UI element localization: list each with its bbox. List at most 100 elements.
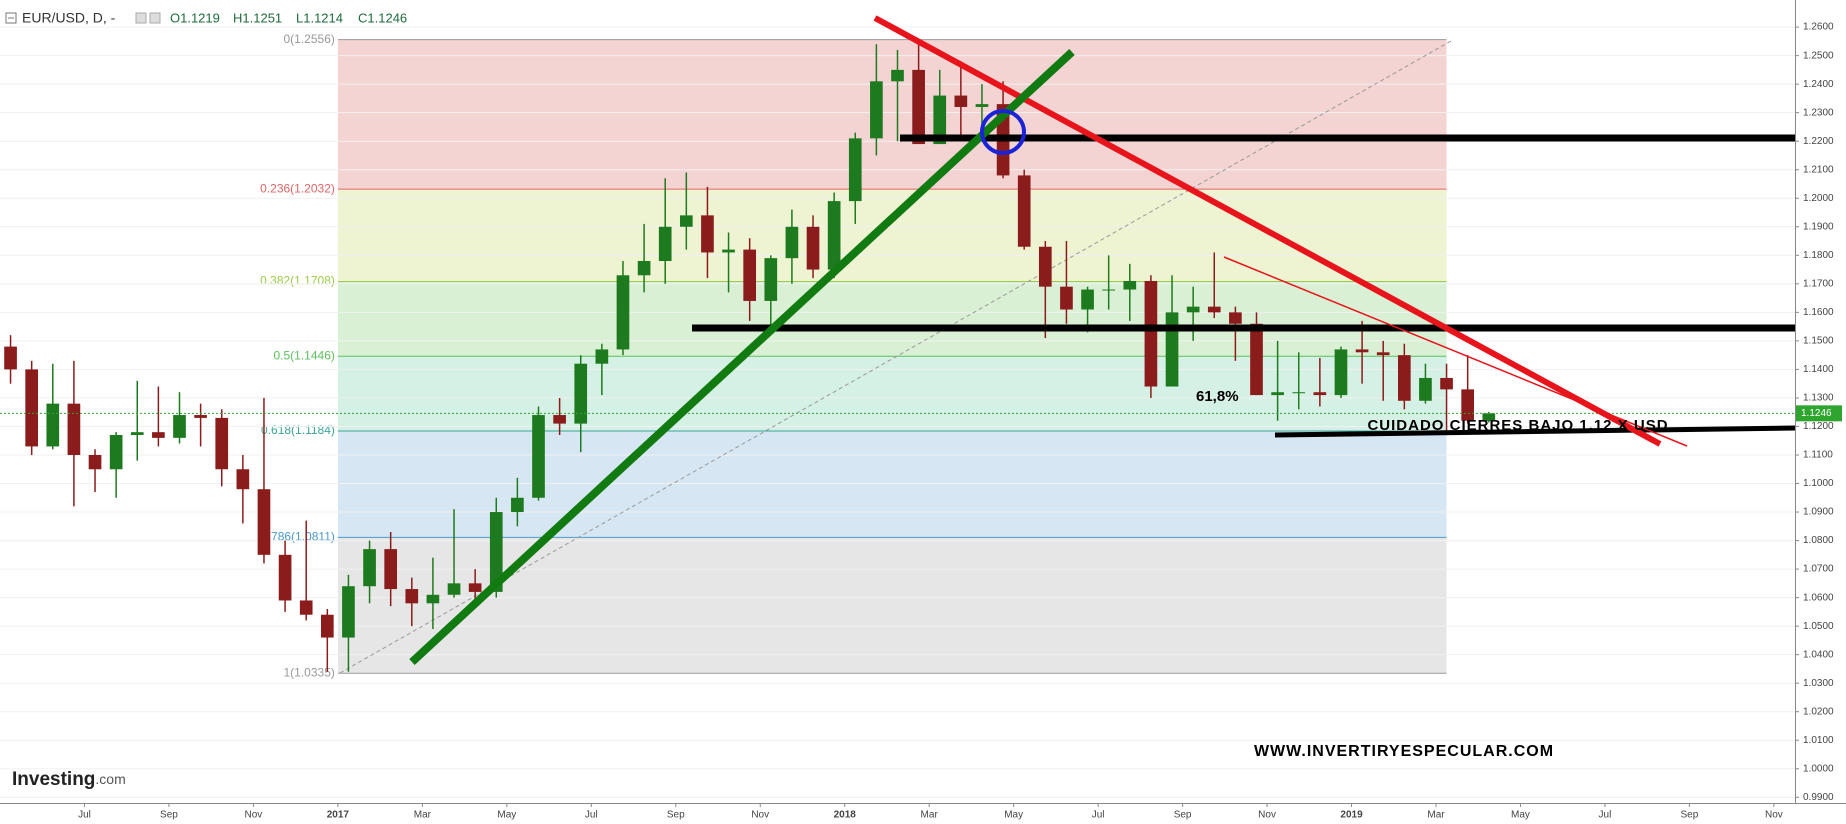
settings-icon[interactable]: [135, 12, 147, 24]
candle-body: [679, 215, 693, 227]
fib-zone: [337, 189, 1447, 282]
x-tick-label: Sep: [667, 810, 685, 821]
x-tick-label: Mar: [414, 810, 432, 821]
ohlc-high: H1.1251: [233, 10, 282, 25]
candle-body: [806, 226, 820, 270]
x-tick-label: Nov: [1258, 810, 1276, 821]
candle-body: [1038, 246, 1052, 287]
fib-label: 0.5(1.1446): [273, 348, 334, 362]
x-tick-label: Jul: [1599, 810, 1612, 821]
settings-icon[interactable]: [149, 12, 161, 24]
x-tick-label: Mar: [1427, 810, 1445, 821]
candle-body: [320, 614, 334, 638]
y-tick-label: 1.0100: [1803, 735, 1834, 746]
y-tick-label: 1.2000: [1803, 193, 1834, 204]
candles: [0, 41, 1795, 672]
fib-zones: 0(1.2556) 0.236(1.2032) 0.382(1.1708) 0.5(1…: [260, 32, 1447, 679]
trend-line: [1223, 256, 1688, 447]
fib-zone: [337, 537, 1447, 674]
last-price-tag: [1796, 405, 1842, 422]
fib-label: 0.236(1.2032): [260, 181, 335, 195]
y-tick-label: 1.2300: [1803, 107, 1834, 118]
candle-body: [891, 69, 904, 82]
x-tick-label: 2017: [327, 810, 350, 821]
y-tick-label: 1.1400: [1803, 364, 1834, 375]
y-tick-label: 1.1800: [1803, 250, 1834, 261]
candle-body: [1313, 392, 1327, 396]
last-price-label: 1.1246: [1801, 408, 1832, 419]
chart-title: EUR/USD, D, -: [22, 10, 116, 26]
candle-body: [870, 81, 883, 139]
candle-body: [88, 454, 102, 470]
candle-body: [722, 249, 735, 253]
candle-body: [975, 104, 989, 107]
fib-zone: [337, 431, 1447, 538]
candle-body: [236, 469, 250, 490]
header: EUR/USD, D, - O1.1219 H1.1251 L1.1214 C1…: [5, 10, 407, 26]
x-tick-label: Jul: [78, 810, 91, 821]
trend-line: [409, 49, 1075, 665]
x-tick-label: Nov: [751, 810, 769, 821]
candle-body: [384, 549, 398, 590]
y-tick-label: 1.2200: [1803, 136, 1834, 147]
logo: Investing.com: [12, 769, 126, 790]
candle-body: [468, 583, 482, 592]
x-tick-label: 2019: [1340, 810, 1363, 821]
y-tick-label: 1.0400: [1803, 649, 1834, 660]
candle-body: [637, 261, 651, 276]
annotation: 61,8%: [1196, 388, 1239, 405]
candle-body: [1017, 175, 1031, 247]
collapse-icon[interactable]: [5, 12, 17, 24]
ohlc-open: O1.1219: [170, 10, 220, 25]
candle-body: [1376, 352, 1390, 356]
candle-body: [1292, 392, 1306, 394]
candle-body: [954, 95, 968, 107]
fib-label: 0(1.2556): [284, 32, 335, 46]
candle-body: [215, 417, 229, 470]
y-tick-label: 1.2500: [1803, 50, 1834, 61]
candle-body: [1060, 286, 1073, 310]
candle-body: [511, 497, 524, 513]
x-tick-label: Sep: [160, 810, 178, 821]
candle-body: [299, 600, 313, 615]
x-tick-label: May: [1511, 810, 1530, 821]
candle-body: [1397, 355, 1411, 401]
x-tick-label: Jul: [585, 810, 598, 821]
candle-body: [1165, 312, 1179, 387]
candle-body: [1102, 289, 1116, 291]
candle-body: [912, 69, 925, 145]
x-tick-label: Sep: [1681, 810, 1699, 821]
fib-label: 0.786(1.0811): [261, 530, 335, 544]
candle-body: [426, 594, 440, 604]
y-tick-label: 1.1000: [1803, 478, 1834, 489]
candle-body: [1482, 413, 1496, 422]
candle-body: [743, 249, 757, 301]
candle-body: [1123, 280, 1137, 290]
y-tick-label: 1.1100: [1803, 450, 1833, 461]
logo-text: Investing: [12, 769, 95, 790]
candle-body: [1419, 377, 1432, 401]
x-tick-label: 2018: [834, 810, 857, 821]
y-tick-label: 1.0500: [1803, 621, 1834, 632]
candle-body: [1144, 280, 1158, 387]
candle-body: [785, 226, 799, 259]
y-tick-label: 1.2100: [1803, 164, 1834, 175]
y-tick-label: 1.0900: [1803, 507, 1834, 518]
x-tick-label: May: [1004, 810, 1023, 821]
candle-body: [658, 226, 672, 262]
ohlc-close: C1.1246: [358, 10, 407, 25]
candle-body: [342, 586, 355, 638]
candle-body: [46, 403, 60, 447]
highlight-circle: [980, 109, 1026, 155]
annotation: CUIDADO CIERRES BAJO 1.12 X USD: [1367, 417, 1668, 434]
candle-body: [489, 512, 503, 592]
y-tick-label: 1.1500: [1803, 336, 1834, 347]
fib-label: 0.618(1.1184): [261, 423, 335, 437]
y-tick-label: 1.0000: [1803, 763, 1834, 774]
x-tick-label: Nov: [245, 810, 263, 821]
candle-body: [1271, 392, 1284, 396]
y-tick-label: 1.1900: [1803, 221, 1834, 232]
candle-body: [574, 363, 588, 424]
candle-body: [363, 549, 376, 587]
